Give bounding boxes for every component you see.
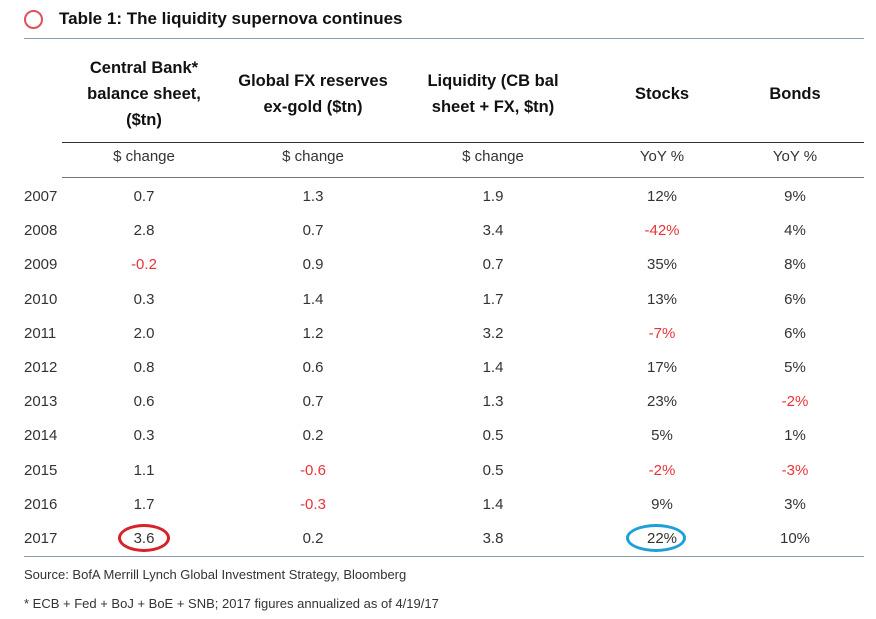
column-header-line: ($tn) — [126, 111, 162, 129]
top-divider — [24, 38, 864, 39]
table-cell: 0.3 — [133, 427, 155, 445]
circle-icon — [24, 9, 43, 29]
table-cell: -2% — [648, 461, 676, 479]
table-cell: 0.5 — [482, 427, 504, 445]
table-cell: 3.8 — [482, 530, 504, 547]
table-cell: 1.3 — [482, 393, 504, 411]
table-cell: 5% — [784, 359, 806, 376]
table-cell: 9% — [784, 188, 806, 205]
table-cell: 0.7 — [302, 393, 324, 411]
table-cell: 2.8 — [133, 222, 155, 240]
table-cell: 0.7 — [133, 188, 155, 205]
table-cell: -7% — [648, 324, 676, 342]
table-cell: 1.1 — [133, 461, 155, 479]
column-subheader: $ change — [282, 148, 344, 165]
page-title: Table 1: The liquidity supernova continu… — [59, 9, 403, 28]
column-header-line: Bonds — [769, 85, 821, 103]
table-cell: 0.9 — [302, 256, 324, 274]
header-divider — [62, 142, 864, 143]
row-year: 2013 — [24, 393, 58, 411]
table-cell: 17% — [646, 359, 678, 376]
column-header: Global FX reserves ex-gold ($tn) — [228, 48, 398, 140]
table-cell: 1.7 — [482, 290, 504, 308]
column-subheader: YoY % — [772, 148, 818, 165]
subheader-divider — [62, 177, 864, 178]
column-subheader: YoY % — [639, 148, 685, 165]
table-cell: -0.3 — [300, 495, 326, 513]
row-year: 2014 — [24, 427, 58, 445]
table-cell: 1.4 — [482, 495, 504, 513]
table-title-row: Table 1: The liquidity supernova continu… — [24, 6, 403, 32]
table-cell: 13% — [646, 290, 678, 308]
table-cell: -42% — [644, 222, 680, 240]
table-cell: -2% — [781, 393, 809, 411]
row-year: 2011 — [24, 324, 57, 342]
row-year: 2010 — [24, 290, 58, 308]
table-cell: -0.6 — [300, 461, 326, 479]
table-cell: -3% — [781, 461, 809, 479]
table-cell: 8% — [784, 256, 806, 274]
table-cell: 0.8 — [133, 359, 155, 376]
table-cell: 0.2 — [302, 530, 324, 547]
column-header-line: balance sheet, — [87, 85, 201, 103]
table-cell: 35% — [646, 256, 678, 274]
table-cell: 1.2 — [302, 324, 324, 342]
table-cell: 1.4 — [302, 290, 324, 308]
column-header-line: Central Bank* — [89, 59, 199, 77]
column-subheader: $ change — [462, 148, 524, 165]
column-header-line: sheet + FX, $tn) — [431, 98, 555, 116]
source-note: Source: BofA Merrill Lynch Global Invest… — [24, 567, 407, 582]
table-cell: 3.2 — [482, 324, 504, 342]
table-cell: 1.7 — [133, 495, 155, 513]
row-year: 2007 — [24, 188, 58, 205]
column-header: Stocks — [592, 48, 732, 140]
bottom-divider — [24, 556, 864, 557]
column-header: Central Bank* balance sheet, ($tn) — [54, 48, 234, 140]
footnote: * ECB + Fed + BoJ + BoE + SNB; 2017 figu… — [24, 596, 439, 611]
table-cell: 1.9 — [482, 188, 504, 205]
row-year: 2015 — [24, 461, 58, 479]
table-cell: 3% — [784, 495, 806, 513]
table-cell: 0.6 — [302, 359, 324, 376]
table-cell: 0.3 — [133, 290, 155, 308]
table-cell: -0.2 — [131, 256, 157, 274]
column-header-line: ex-gold ($tn) — [263, 98, 363, 116]
table-cell: 1% — [784, 427, 806, 445]
column-header: Liquidity (CB bal sheet + FX, $tn) — [408, 48, 578, 140]
table-cell: 0.6 — [133, 393, 155, 411]
table-cell: 23% — [646, 393, 678, 411]
table-cell: 0.7 — [482, 256, 504, 274]
row-year: 2008 — [24, 222, 58, 240]
table-cell: 10% — [779, 530, 811, 547]
column-header: Bonds — [730, 48, 860, 140]
column-header-line: Stocks — [634, 85, 690, 103]
table-cell: 0.2 — [302, 427, 324, 445]
table-cell: 6% — [784, 290, 806, 308]
column-subheader: $ change — [113, 148, 175, 165]
row-year: 2017 — [24, 530, 58, 547]
table-cell: 2.0 — [133, 324, 155, 342]
table-cell: 0.7 — [302, 222, 324, 240]
column-header-line: Global FX reserves — [238, 72, 388, 90]
table-cell: 1.4 — [482, 359, 504, 376]
row-year: 2009 — [24, 256, 58, 274]
table-cell: 9% — [651, 495, 673, 513]
table-cell: 6% — [784, 324, 806, 342]
table-cell: 1.3 — [302, 188, 324, 205]
row-year: 2016 — [24, 495, 58, 513]
table-cell: 4% — [784, 222, 806, 240]
table-cell: 5% — [651, 427, 673, 445]
row-year: 2012 — [24, 359, 58, 376]
highlight-circle-blue — [626, 524, 686, 552]
table-cell: 3.4 — [482, 222, 504, 240]
column-header-line: Liquidity (CB bal — [427, 72, 559, 90]
table-cell: 12% — [646, 188, 678, 205]
highlight-circle-red — [118, 524, 170, 552]
table-cell: 0.5 — [482, 461, 504, 479]
